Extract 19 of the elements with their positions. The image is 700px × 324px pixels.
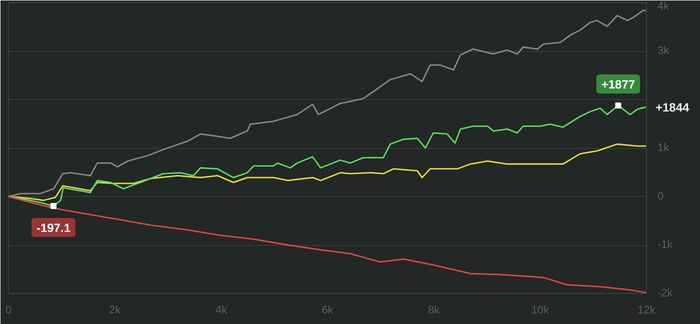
y-tick-label: -1k xyxy=(658,239,674,251)
x-tick-label: 8k xyxy=(428,304,440,316)
x-tick-label: 4k xyxy=(215,304,228,316)
line-series xyxy=(8,196,646,294)
y-tick-label: 4k xyxy=(658,0,670,12)
y-tick-label: 0 xyxy=(658,190,664,202)
y-tick-label: 1k xyxy=(658,142,670,154)
annotation: +1877 xyxy=(601,77,636,92)
x-tick-label: 0 xyxy=(5,304,12,316)
x-tick-label: 6k xyxy=(322,304,334,316)
line-series xyxy=(8,143,646,202)
x-tick-label: 12k xyxy=(638,304,656,316)
x-tick-label: 2k xyxy=(109,304,122,316)
y-tick-label: 3k xyxy=(658,45,670,57)
line-series xyxy=(8,10,646,198)
x-tick-label: 10k xyxy=(531,304,550,316)
annotation: -197.1 xyxy=(36,221,71,236)
annotation: +1844 xyxy=(656,100,690,115)
y-tick-label: -2k xyxy=(658,288,674,300)
